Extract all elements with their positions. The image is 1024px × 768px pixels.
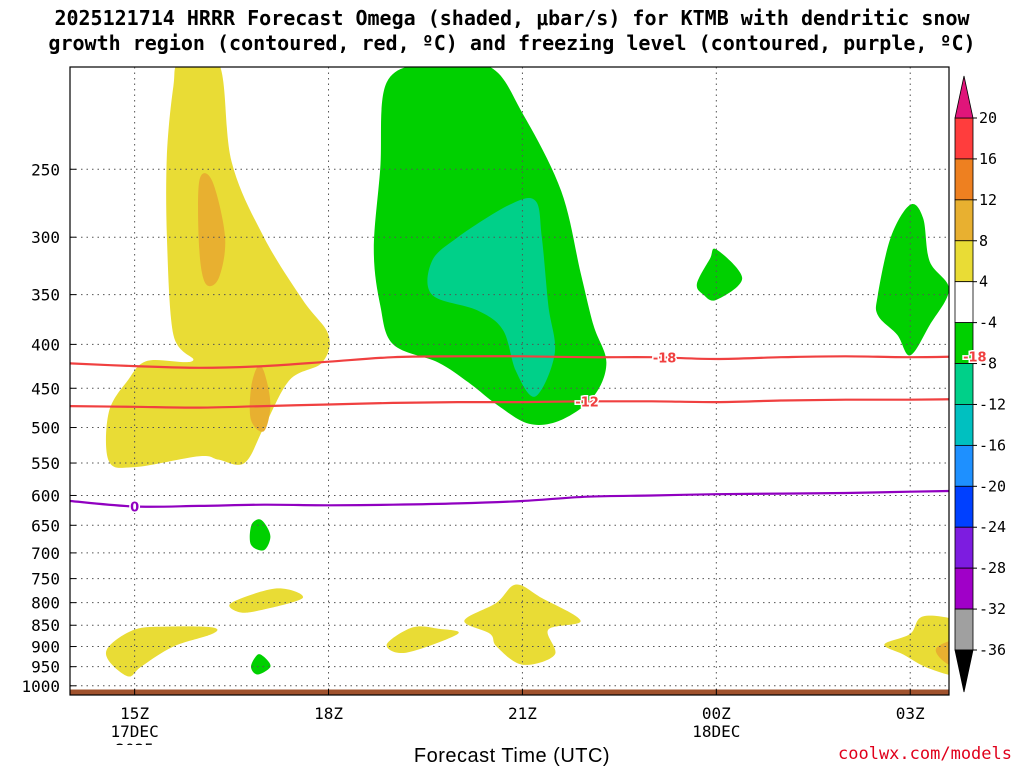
x-tick-label-15Z: 15Z (120, 704, 149, 723)
contour-line-2 (70, 489, 949, 508)
x-axis: 15Z17DEC202518Z21Z00Z18DEC03Z06Z (111, 689, 925, 745)
plot-frame (69, 66, 950, 696)
source-credit: coolwx.com/models (838, 744, 1012, 764)
omega-region-6 (386, 626, 459, 654)
colorbar-label-4: 4 (979, 273, 988, 291)
colorbar-swatch-10 (954, 526, 974, 569)
x-tick-date-15Z: 17DEC (111, 722, 159, 741)
grid-layer (70, 67, 949, 695)
colorbar-label-13: -36 (979, 641, 1006, 659)
omega-region-2 (249, 365, 271, 432)
y-tick-label-950: 950 (31, 658, 60, 677)
colorbar-swatch-6 (954, 363, 974, 405)
omega-region-7 (464, 584, 581, 665)
colorbar-label-9: -20 (979, 477, 1006, 495)
colorbar-swatch-3 (954, 240, 974, 283)
chart-title-line-2: growth region (contoured, red, ºC) and f… (48, 31, 976, 55)
colorbar-swatch-1 (954, 158, 974, 201)
colorbar-swatch-7 (954, 404, 974, 446)
contour-label-2-0: 0 (130, 500, 139, 515)
y-tick-label-850: 850 (31, 616, 60, 635)
omega-region-1 (198, 173, 226, 287)
colorbar-swatch-12 (954, 608, 974, 651)
colorbar-label-11: -28 (979, 559, 1006, 577)
omega-region-5 (105, 626, 218, 677)
y-tick-label-700: 700 (31, 544, 60, 563)
contour-layer (70, 355, 949, 508)
y-tick-label-750: 750 (31, 570, 60, 589)
colorbar-label-5: -4 (979, 314, 997, 332)
contour-line-0 (70, 355, 949, 369)
colorbar-label-1: 16 (979, 150, 997, 168)
x-tick-year-15Z: 2025 (115, 740, 154, 745)
contour-label-0-0: -18 (653, 352, 677, 367)
y-tick-label-450: 450 (31, 379, 60, 398)
contour-line-1 (70, 398, 949, 409)
surface-band (70, 689, 949, 695)
chart-title: 2025121714 HRRR Forecast Omega (shaded, … (0, 6, 1024, 56)
omega-cross-section-chart: 250 300 350 400 450 500 550 600 650 700 750 800 850 9… (21, 66, 1006, 745)
x-tick-label-00Z: 00Z (702, 704, 731, 723)
colorbar-top-arrow (954, 75, 974, 119)
colorbar-label-12: -32 (979, 600, 1006, 618)
y-tick-label-650: 650 (31, 516, 60, 535)
y-tick-label-900: 900 (31, 638, 60, 657)
y-tick-label-500: 500 (31, 419, 60, 438)
colorbar-swatch-2 (954, 199, 974, 242)
contour-label-0-1: -18 (963, 350, 987, 365)
x-tick-label-21Z: 21Z (508, 704, 537, 723)
omega-region-14 (875, 204, 949, 356)
colorbar-label-10: -24 (979, 518, 1006, 536)
x-axis-title: Forecast Time (UTC) (413, 745, 611, 767)
colorbar-swatch-11 (954, 567, 974, 610)
colorbar-label-6: -8 (979, 355, 997, 373)
y-axis: 250 300 350 400 450 500 550 600 650 700 750 800 850 9… (21, 160, 76, 696)
y-tick-label-1000: 1000 (21, 677, 60, 696)
omega-region-13 (696, 248, 743, 301)
y-tick-label-600: 600 (31, 486, 60, 505)
x-tick-label-18Z: 18Z (314, 704, 343, 723)
contour-labels: -18-18-1200 (129, 349, 988, 517)
colorbar-label-3: 8 (979, 232, 988, 250)
omega-region-15 (249, 519, 271, 551)
y-tick-label-800: 800 (31, 594, 60, 613)
colorbar: 20 16 12 8 4 -4 -8 -12 -16 -20 -24 -28 -32 -36 (954, 75, 1006, 693)
colorbar-label-0: 20 (979, 109, 997, 127)
colorbar-swatch-8 (954, 444, 974, 487)
y-tick-label-250: 250 (31, 160, 60, 179)
colorbar-bottom-arrow (954, 649, 974, 693)
colorbar-label-2: 12 (979, 191, 997, 209)
omega-region-8 (884, 615, 949, 675)
colorbar-label-8: -16 (979, 436, 1006, 454)
y-tick-label-300: 300 (31, 228, 60, 247)
chart-title-line-1: 2025121714 HRRR Forecast Omega (shaded, … (54, 6, 970, 30)
colorbar-swatch-9 (954, 485, 974, 528)
x-tick-label-03Z: 03Z (896, 704, 925, 723)
x-tick-date-00Z: 18DEC (692, 722, 740, 741)
contour-label-1-0: -12 (575, 395, 599, 410)
y-tick-label-550: 550 (31, 454, 60, 473)
colorbar-label-7: -12 (979, 395, 1006, 413)
y-tick-label-400: 400 (31, 335, 60, 354)
omega-region-12 (427, 198, 556, 397)
omega-region-16 (251, 654, 271, 675)
omega-region-9 (935, 641, 949, 665)
colorbar-swatch-4 (954, 281, 974, 324)
y-tick-label-350: 350 (31, 286, 60, 305)
surface-layer (70, 689, 949, 695)
colorbar-swatch-0 (954, 117, 974, 160)
omega-region-4 (229, 588, 304, 613)
